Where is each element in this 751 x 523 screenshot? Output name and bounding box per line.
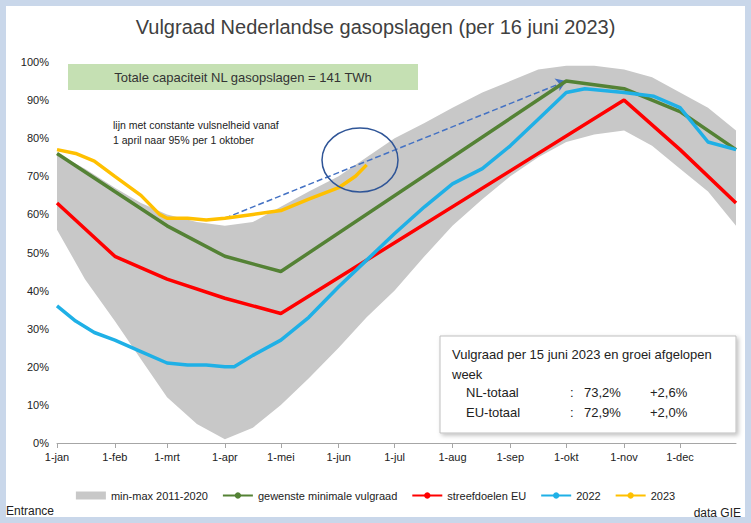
svg-text:Entrance: Entrance xyxy=(6,504,54,518)
svg-text:1-mrt: 1-mrt xyxy=(154,451,180,463)
svg-text:Totale capaciteit NL gasopslag: Totale capaciteit NL gasopslagen = 141 T… xyxy=(114,70,372,85)
svg-text:30%: 30% xyxy=(27,323,49,335)
svg-text:90%: 90% xyxy=(27,94,49,106)
svg-text:lijn met constante vulsnelheid: lijn met constante vulsnelheid vanaf xyxy=(113,119,279,131)
svg-text:10%: 10% xyxy=(27,399,49,411)
svg-text:1 april naar 95% per 1 oktober: 1 april naar 95% per 1 oktober xyxy=(113,134,255,146)
svg-text:Vulgraad per 15 juni 2023 en g: Vulgraad per 15 juni 2023 en groei afgel… xyxy=(452,347,715,362)
svg-text:60%: 60% xyxy=(27,208,49,220)
svg-text:72,9%: 72,9% xyxy=(584,405,621,420)
svg-text:1-jun: 1-jun xyxy=(326,451,350,463)
svg-text:20%: 20% xyxy=(27,361,49,373)
svg-text:1-okt: 1-okt xyxy=(554,451,578,463)
svg-text:80%: 80% xyxy=(27,132,49,144)
svg-text:data GIE: data GIE xyxy=(693,506,741,520)
svg-text:70%: 70% xyxy=(27,170,49,182)
svg-text:Vulgraad Nederlandse gasopslag: Vulgraad Nederlandse gasopslagen (per 16… xyxy=(136,16,616,38)
svg-text:40%: 40% xyxy=(27,285,49,297)
svg-text:50%: 50% xyxy=(27,247,49,259)
svg-text:2023: 2023 xyxy=(651,490,675,502)
svg-text:NL-totaal: NL-totaal xyxy=(466,385,519,400)
svg-text:streefdoelen EU: streefdoelen EU xyxy=(447,490,526,502)
svg-text:gewenste minimale vulgraad: gewenste minimale vulgraad xyxy=(258,490,397,502)
svg-text:+2,6%: +2,6% xyxy=(650,385,688,400)
svg-text:73,2%: 73,2% xyxy=(584,385,621,400)
svg-text:0%: 0% xyxy=(33,437,49,449)
svg-text:1-aug: 1-aug xyxy=(438,451,466,463)
svg-text:1-feb: 1-feb xyxy=(102,451,127,463)
svg-text:1-dec: 1-dec xyxy=(666,451,694,463)
svg-text:2022: 2022 xyxy=(576,490,600,502)
svg-text:1-jul: 1-jul xyxy=(384,451,405,463)
svg-text:week: week xyxy=(451,367,483,382)
svg-text:1-sep: 1-sep xyxy=(497,451,525,463)
svg-text:EU-totaal: EU-totaal xyxy=(466,405,520,420)
svg-text::: : xyxy=(570,405,574,420)
svg-text:1-nov: 1-nov xyxy=(610,451,638,463)
svg-text:100%: 100% xyxy=(21,56,49,68)
svg-text::: : xyxy=(570,385,574,400)
svg-text:1-jan: 1-jan xyxy=(45,451,69,463)
svg-text:+2,0%: +2,0% xyxy=(650,405,688,420)
svg-text:1-mei: 1-mei xyxy=(267,451,295,463)
svg-text:min-max 2011-2020: min-max 2011-2020 xyxy=(111,490,208,502)
svg-text:1-apr: 1-apr xyxy=(212,451,238,463)
